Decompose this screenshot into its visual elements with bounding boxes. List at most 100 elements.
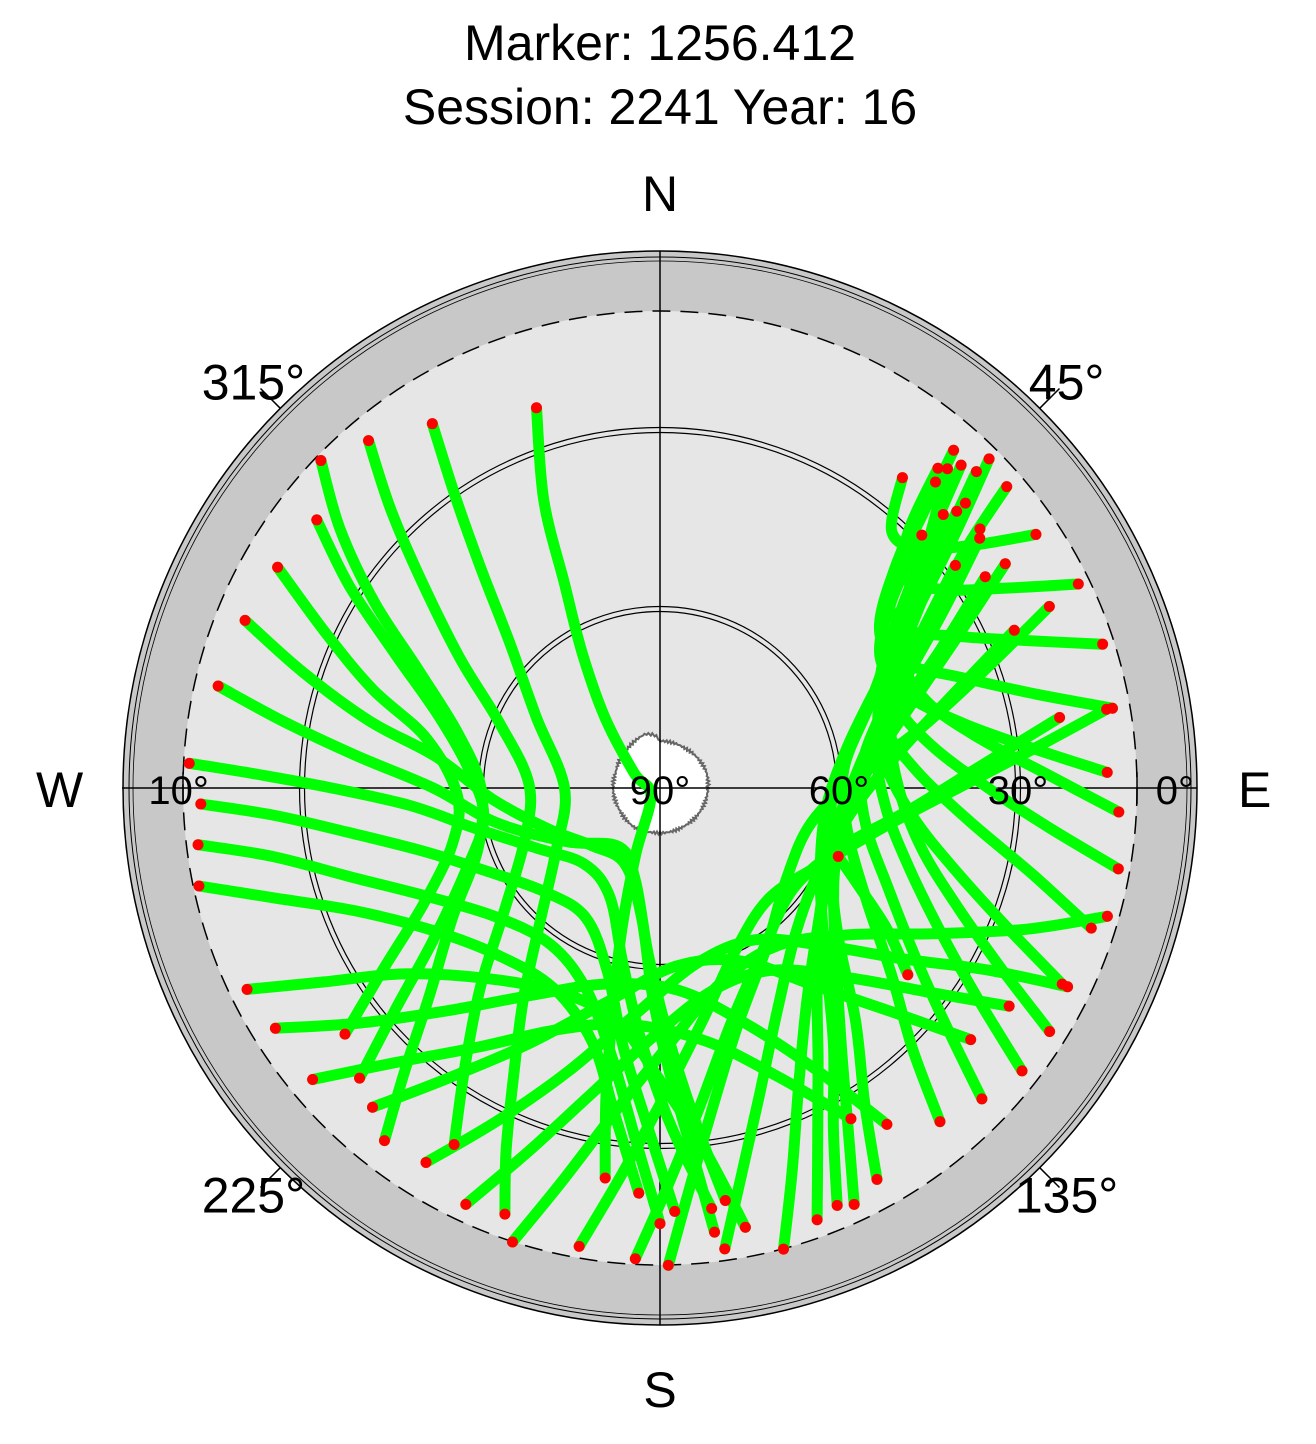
track-10-end <box>669 1205 681 1217</box>
track-3-end <box>448 1139 460 1151</box>
track-5-start <box>311 514 323 526</box>
track-29-start <box>934 1116 946 1128</box>
track-41 <box>885 472 1042 555</box>
compass-west: W <box>36 762 84 818</box>
track-11-end <box>654 1218 666 1230</box>
track-20 <box>573 703 1113 1252</box>
track-35-start <box>1112 863 1124 875</box>
track-25-start <box>811 1214 823 1226</box>
elevation-label-0: 0° <box>1156 769 1194 813</box>
azimuth-tick-315 <box>259 387 281 409</box>
track-39-start <box>1097 638 1109 650</box>
track-21-end <box>1054 712 1066 724</box>
track-1-end <box>599 1172 611 1184</box>
track-28-start <box>871 1173 883 1185</box>
track-41-start <box>1030 528 1042 540</box>
track-30-end <box>949 559 961 571</box>
track-38-end <box>948 444 960 456</box>
track-24-end <box>979 571 991 583</box>
track-19-end <box>1101 910 1113 922</box>
elevation-label-90: 90° <box>630 769 691 813</box>
track-31-end <box>1001 481 1013 493</box>
elevation-label-30: 30° <box>988 769 1049 813</box>
track-10-start <box>195 798 207 810</box>
track-12 <box>193 880 645 1199</box>
azimuth-tick-225 <box>259 1167 281 1189</box>
track-9-end <box>706 1202 718 1214</box>
elevation-label-10: 10° <box>148 769 209 813</box>
track-16 <box>367 953 977 1113</box>
compass-east: E <box>1238 762 1271 818</box>
track-31-start <box>1016 1065 1028 1077</box>
azimuth-label-135: 135° <box>1015 1168 1118 1224</box>
track-23-start <box>719 1243 731 1255</box>
track-40 <box>895 462 1084 596</box>
track-16-start <box>367 1101 379 1113</box>
track-8-start <box>212 680 224 692</box>
azimuth-tick-45 <box>1039 387 1061 409</box>
track-17 <box>420 933 1074 1168</box>
track-12-start <box>193 880 205 892</box>
track-34-start <box>1085 922 1097 934</box>
track-37-start <box>1101 766 1113 778</box>
track-39-end <box>929 476 941 488</box>
track-28-end <box>951 505 963 517</box>
track-27-end <box>974 532 986 544</box>
track-40-end <box>932 462 944 474</box>
track-42-start <box>902 969 914 981</box>
track-endpoints <box>183 402 1125 1271</box>
track-5-end <box>354 1072 366 1084</box>
azimuth-label-315: 315° <box>202 354 305 410</box>
track-36-start <box>1113 806 1125 818</box>
chart-subtitle: Session: 2241 Year: 16 <box>403 79 917 135</box>
axes <box>122 251 1197 1325</box>
track-21-start <box>629 1253 641 1265</box>
azimuth-labels: 45° 135° 225° 315° <box>202 354 1119 1223</box>
track-4-end <box>378 1135 390 1147</box>
track-29-end <box>941 463 953 475</box>
track-42-end <box>832 850 844 862</box>
track-6-end <box>339 1028 351 1040</box>
track-2-start <box>426 418 438 430</box>
track-40-start <box>1072 578 1084 590</box>
track-25-end <box>999 558 1011 570</box>
track-23 <box>719 624 1020 1255</box>
compass-south: S <box>643 1362 676 1418</box>
track-33-end <box>959 497 971 509</box>
track-17-start <box>420 1156 432 1168</box>
track-33 <box>872 497 1068 990</box>
track-26-start <box>831 1199 843 1211</box>
track-15-start <box>307 1073 319 1085</box>
track-36-end <box>970 466 982 478</box>
track-14-start <box>269 1022 281 1034</box>
track-1-start <box>530 402 542 414</box>
chart-title: Marker: 1256.412 <box>464 15 856 71</box>
track-42 <box>832 850 914 981</box>
track-33-start <box>1056 978 1068 990</box>
azimuth-label-225: 225° <box>202 1168 305 1224</box>
track-38-start <box>1106 702 1118 714</box>
track-8-end <box>719 1195 731 1207</box>
track-30-start <box>976 1093 988 1105</box>
track-26-end <box>983 453 995 465</box>
track-4-start <box>315 455 327 467</box>
track-13-start <box>241 983 253 995</box>
elevation-labels: 0° 10° 30° 60° 90° <box>148 769 1194 813</box>
track-18-start <box>460 1198 472 1210</box>
track-22-end <box>1043 600 1055 612</box>
track-6-start <box>272 561 284 573</box>
track-23-end <box>1008 624 1020 636</box>
compass-labels: N S E W <box>36 166 1271 1418</box>
track-11 <box>192 839 666 1230</box>
track-41-end <box>896 472 908 484</box>
azimuth-ticks <box>259 387 1061 1189</box>
horizon-obstruction <box>610 731 712 837</box>
track-37-end <box>916 529 928 541</box>
track-7-start <box>239 614 251 626</box>
track-18-end <box>1003 1000 1015 1012</box>
track-19-start <box>506 1236 518 1248</box>
track-20-start <box>573 1240 585 1252</box>
azimuth-label-45: 45° <box>1029 354 1105 410</box>
track-32-start <box>1044 1025 1056 1037</box>
